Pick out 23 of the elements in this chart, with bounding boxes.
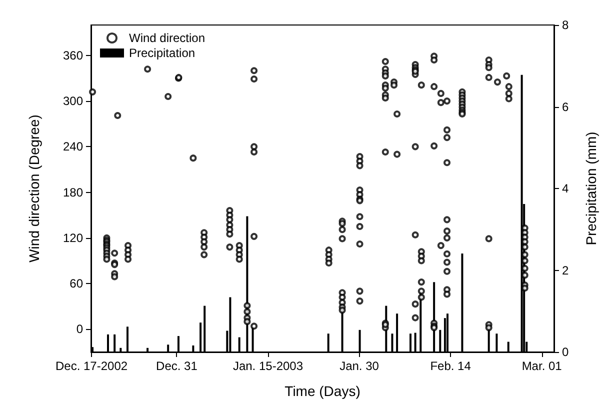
x-axis-title: Time (Days) bbox=[284, 383, 360, 399]
y-tick-label: 240 bbox=[62, 140, 84, 154]
y-axis-title: Wind direction (Degree) bbox=[26, 114, 42, 262]
y-tick-label: 120 bbox=[62, 230, 84, 245]
y2-tick-label: 0 bbox=[562, 345, 569, 359]
x-tick-label: Dec. 31 bbox=[156, 359, 198, 373]
x-tick-label: Mar. 01 bbox=[522, 359, 562, 373]
legend-label: Precipitation bbox=[129, 46, 196, 60]
x-tick-label: Feb. 14 bbox=[430, 359, 472, 373]
y2-axis-title: Precipitation (mm) bbox=[583, 132, 599, 246]
x-tick-label: Jan. 30 bbox=[340, 359, 380, 373]
y-tick-label: 360 bbox=[62, 48, 84, 62]
y-tick-label: 300 bbox=[62, 94, 84, 108]
legend-label: Wind direction bbox=[129, 31, 206, 45]
y-tick-label: 180 bbox=[62, 185, 84, 200]
y-tick-label: 60 bbox=[70, 276, 84, 291]
y2-tick-label: 4 bbox=[562, 182, 569, 196]
y2-tick-label: 8 bbox=[562, 18, 569, 32]
x-tick-label: Jan. 15-2003 bbox=[232, 359, 304, 373]
y-tick-label: 0 bbox=[76, 322, 84, 336]
y2-tick-label: 6 bbox=[562, 100, 569, 114]
x-tick-label: Dec. 17-2002 bbox=[55, 359, 128, 373]
y2-tick-label: 2 bbox=[562, 263, 569, 278]
